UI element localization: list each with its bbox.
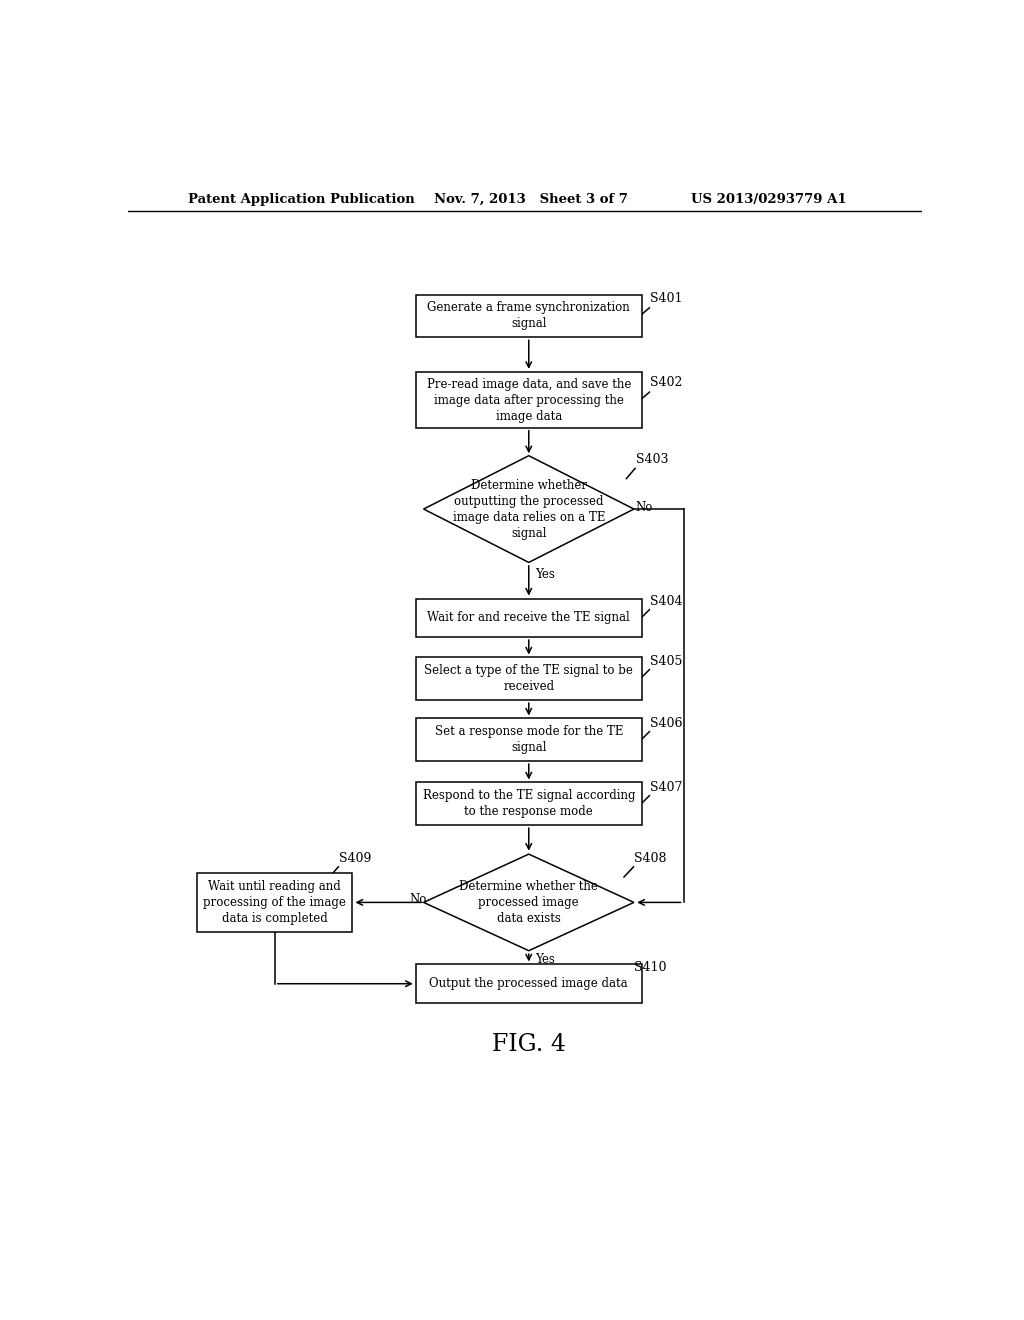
Text: No: No xyxy=(409,892,426,906)
Text: Wait until reading and
processing of the image
data is completed: Wait until reading and processing of the… xyxy=(204,880,346,925)
Bar xyxy=(416,294,642,338)
Text: Generate a frame synchronization
signal: Generate a frame synchronization signal xyxy=(427,301,630,330)
Bar xyxy=(198,873,352,932)
Text: S401: S401 xyxy=(650,292,683,305)
Text: Pre-read image data, and save the
image data after processing the
image data: Pre-read image data, and save the image … xyxy=(427,378,631,422)
Text: Nov. 7, 2013   Sheet 3 of 7: Nov. 7, 2013 Sheet 3 of 7 xyxy=(433,193,628,206)
Bar xyxy=(416,783,642,825)
Text: Wait for and receive the TE signal: Wait for and receive the TE signal xyxy=(427,611,630,624)
Text: Yes: Yes xyxy=(536,953,555,966)
Text: Output the processed image data: Output the processed image data xyxy=(429,977,628,990)
Bar xyxy=(416,718,642,762)
Text: S405: S405 xyxy=(650,655,683,668)
Text: Determine whether the
processed image
data exists: Determine whether the processed image da… xyxy=(460,880,598,925)
Text: S403: S403 xyxy=(636,453,669,466)
Text: FIG. 4: FIG. 4 xyxy=(492,1034,566,1056)
Text: Respond to the TE signal according
to the response mode: Respond to the TE signal according to th… xyxy=(423,789,635,818)
Text: Yes: Yes xyxy=(536,568,555,581)
Bar xyxy=(416,372,642,428)
Polygon shape xyxy=(424,455,634,562)
Bar xyxy=(416,657,642,700)
Text: Determine whether
outputting the processed
image data relies on a TE
signal: Determine whether outputting the process… xyxy=(453,479,605,540)
Text: S407: S407 xyxy=(650,780,683,793)
Bar xyxy=(416,598,642,638)
Text: Set a response mode for the TE
signal: Set a response mode for the TE signal xyxy=(434,725,623,754)
Polygon shape xyxy=(424,854,634,950)
Text: S404: S404 xyxy=(650,594,683,607)
Text: S408: S408 xyxy=(634,851,667,865)
Text: S402: S402 xyxy=(650,376,683,389)
Text: S406: S406 xyxy=(650,717,683,730)
Text: Select a type of the TE signal to be
received: Select a type of the TE signal to be rec… xyxy=(424,664,633,693)
Text: No: No xyxy=(636,500,653,513)
Text: S409: S409 xyxy=(339,851,372,865)
Text: US 2013/0293779 A1: US 2013/0293779 A1 xyxy=(691,193,847,206)
Text: Patent Application Publication: Patent Application Publication xyxy=(187,193,415,206)
Bar xyxy=(416,965,642,1003)
Text: S410: S410 xyxy=(634,961,667,974)
